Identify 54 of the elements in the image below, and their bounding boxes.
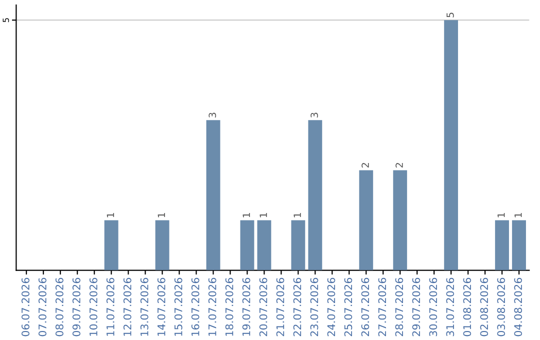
bar (240, 220, 254, 270)
x-tick-label: 07.07.2026 (38, 278, 46, 336)
bar (359, 170, 374, 270)
bar (393, 170, 408, 270)
data-label: 1 (242, 212, 250, 218)
x-tick-label: 10.07.2026 (89, 278, 98, 336)
x-tick-label: 01.08.2026 (463, 278, 472, 336)
bar (444, 20, 458, 270)
data-label: 1 (260, 212, 267, 218)
x-tick-label: 18.07.2026 (225, 278, 234, 336)
x-tick-label: 25.07.2026 (344, 278, 352, 336)
bar (257, 220, 272, 270)
x-tick-label: 13.07.2026 (140, 278, 148, 336)
x-tick-label: 24.07.2026 (327, 278, 336, 336)
bar (104, 220, 118, 270)
x-tick-label: 31.07.2026 (446, 278, 454, 336)
x-tick-label: 19.07.2026 (242, 278, 250, 336)
x-tick-label: 21.07.2026 (276, 278, 284, 336)
data-label: 2 (396, 163, 403, 168)
bar (155, 220, 170, 270)
x-tick-label: 03.08.2026 (497, 278, 506, 336)
bar (495, 220, 509, 270)
data-label: 1 (158, 212, 165, 218)
x-tick-label: 29.07.2026 (412, 278, 420, 336)
data-label: 3 (310, 112, 318, 118)
x-tick-label: 16.07.2026 (191, 278, 200, 336)
x-tick-label: 20.07.2026 (259, 278, 268, 336)
data-label: 2 (362, 163, 369, 168)
x-tick-label: 30.07.2026 (429, 278, 438, 336)
x-tick-label: 02.08.2026 (480, 278, 488, 336)
x-tick-label: 08.07.2026 (56, 278, 64, 336)
data-label: 3 (208, 112, 216, 118)
x-tick-label: 14.07.2026 (157, 278, 166, 336)
x-tick-label: 09.07.2026 (72, 278, 80, 336)
x-tick-label: 06.07.2026 (22, 278, 30, 336)
x-tick-label: 12.07.2026 (123, 278, 132, 336)
bar (512, 220, 526, 270)
data-label: 1 (294, 212, 301, 218)
bar (206, 120, 220, 270)
x-tick-label: 27.07.2026 (378, 278, 386, 336)
x-tick-label: 17.07.2026 (208, 278, 216, 336)
x-tick-label: 23.07.2026 (310, 278, 318, 336)
x-tick-label: 28.07.2026 (395, 278, 404, 336)
x-tick-label: 04.08.2026 (514, 278, 522, 336)
data-label: 1 (106, 212, 114, 218)
x-tick-label: 26.07.2026 (361, 278, 370, 336)
x-tick-label: 15.07.2026 (174, 278, 182, 336)
x-tick-label: 11.07.2026 (106, 278, 114, 336)
bar (308, 120, 322, 270)
x-tick-label: 22.07.2026 (293, 278, 302, 336)
data-label: 1 (498, 212, 505, 218)
data-label: 5 (446, 12, 454, 18)
bar (291, 220, 306, 270)
data-label: 1 (514, 212, 522, 218)
